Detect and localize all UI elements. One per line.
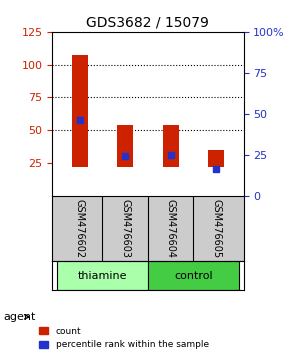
Bar <box>208 150 224 167</box>
Text: GSM476603: GSM476603 <box>120 199 130 258</box>
Legend: count, percentile rank within the sample: count, percentile rank within the sample <box>39 327 209 349</box>
Text: thiamine: thiamine <box>78 271 127 281</box>
Text: GSM476602: GSM476602 <box>75 199 85 258</box>
Text: control: control <box>174 271 213 281</box>
FancyBboxPatch shape <box>148 261 239 290</box>
Text: agent: agent <box>3 312 35 322</box>
Text: GSM476605: GSM476605 <box>211 199 221 258</box>
Bar <box>72 56 88 167</box>
FancyBboxPatch shape <box>57 261 148 290</box>
Text: GSM476604: GSM476604 <box>166 199 176 258</box>
Bar <box>163 125 179 167</box>
Bar <box>117 125 133 167</box>
Title: GDS3682 / 15079: GDS3682 / 15079 <box>86 15 209 29</box>
